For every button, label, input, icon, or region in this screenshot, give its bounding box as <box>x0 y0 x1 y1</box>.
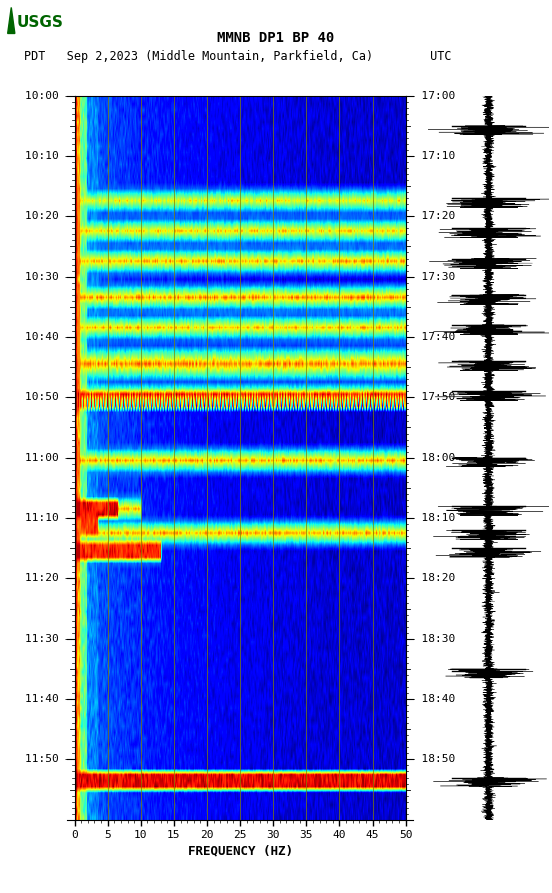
Text: USGS: USGS <box>17 14 64 29</box>
Text: — 17:00: — 17:00 <box>408 90 455 101</box>
Text: — 18:40: — 18:40 <box>408 694 455 704</box>
Text: 10:20 —: 10:20 — <box>25 212 72 221</box>
Text: 10:40 —: 10:40 — <box>25 332 72 342</box>
X-axis label: FREQUENCY (HZ): FREQUENCY (HZ) <box>188 845 293 857</box>
Polygon shape <box>8 7 15 33</box>
Text: 11:50 —: 11:50 — <box>25 755 72 764</box>
Text: 10:50 —: 10:50 — <box>25 392 72 403</box>
Text: 11:00 —: 11:00 — <box>25 453 72 463</box>
Text: 10:00 —: 10:00 — <box>25 90 72 101</box>
Text: MMNB DP1 BP 40: MMNB DP1 BP 40 <box>217 31 335 46</box>
Text: — 18:10: — 18:10 <box>408 513 455 523</box>
Text: — 17:40: — 17:40 <box>408 332 455 342</box>
Text: — 18:20: — 18:20 <box>408 573 455 583</box>
Text: — 18:30: — 18:30 <box>408 634 455 644</box>
Text: — 18:00: — 18:00 <box>408 453 455 463</box>
Text: 11:30 —: 11:30 — <box>25 634 72 644</box>
Text: 11:10 —: 11:10 — <box>25 513 72 523</box>
Text: — 17:10: — 17:10 <box>408 151 455 161</box>
Text: — 18:50: — 18:50 <box>408 755 455 764</box>
Text: PDT   Sep 2,2023 (Middle Mountain, Parkfield, Ca)        UTC: PDT Sep 2,2023 (Middle Mountain, Parkfie… <box>24 50 451 63</box>
Text: 11:20 —: 11:20 — <box>25 573 72 583</box>
Text: — 17:50: — 17:50 <box>408 392 455 403</box>
Text: — 17:30: — 17:30 <box>408 271 455 281</box>
Text: — 17:20: — 17:20 <box>408 212 455 221</box>
Text: 10:30 —: 10:30 — <box>25 271 72 281</box>
Text: 10:10 —: 10:10 — <box>25 151 72 161</box>
Text: 11:40 —: 11:40 — <box>25 694 72 704</box>
